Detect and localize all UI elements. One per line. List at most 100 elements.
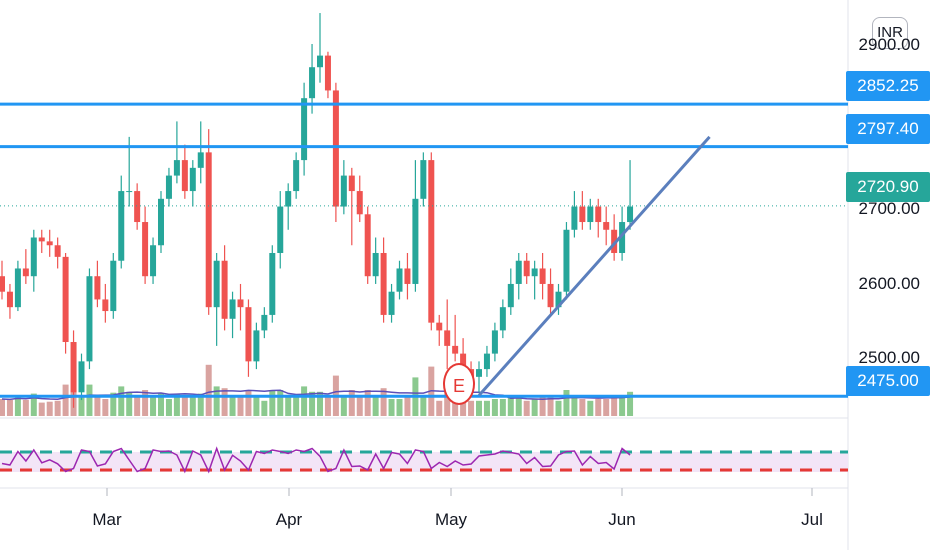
candle-body [364, 214, 371, 277]
time-axis-label: May [434, 510, 468, 529]
volume-bar [205, 364, 212, 416]
volume-bar [356, 397, 363, 416]
candle-body [221, 260, 228, 319]
candle-body [173, 160, 180, 176]
time-axis-label: Apr [275, 510, 303, 529]
volume-bar [571, 397, 578, 416]
candle-body [6, 291, 13, 308]
candle-body [54, 245, 61, 257]
volume-bar [173, 393, 180, 416]
volume-bar [245, 390, 252, 416]
candle-body [460, 353, 467, 370]
candle-body [245, 307, 252, 362]
last-price-tag: 2720.90 [846, 172, 930, 202]
candle-body [22, 268, 29, 277]
candle-body [253, 330, 260, 362]
volume-bar [531, 399, 538, 416]
volume-bar [285, 397, 292, 416]
candle-body [293, 160, 300, 192]
candle-body [348, 175, 355, 192]
volume-bar [78, 397, 85, 416]
candle-body [317, 55, 323, 68]
volume-bar [468, 400, 475, 416]
candle-body [78, 361, 85, 393]
candle-body [14, 268, 21, 308]
volume-bar [515, 397, 522, 416]
candle-body [285, 191, 292, 207]
price-scale-label: 2700.00 [858, 199, 920, 218]
candle-body [436, 322, 443, 331]
volume-bar [317, 391, 323, 416]
hline-price-tag[interactable]: 2852.25 [846, 71, 930, 101]
currency-badge[interactable]: INR [872, 17, 908, 49]
volume-bar [110, 392, 117, 416]
volume-bar [499, 399, 506, 416]
volume-bar [46, 401, 53, 416]
candle-body [491, 330, 498, 354]
volume-bar [380, 388, 387, 416]
candle-body [301, 98, 308, 161]
candle-body [62, 256, 69, 343]
earnings-event-badge[interactable]: E [443, 363, 475, 405]
candle-body [372, 252, 379, 277]
oscillator-line [1, 446, 631, 474]
candle-body [197, 152, 204, 168]
volume-bar [539, 397, 546, 416]
price-scale-label: 2500.00 [858, 348, 920, 367]
candle-body [134, 191, 141, 223]
candle-body [547, 283, 554, 308]
hline-price-tag[interactable]: 2797.40 [846, 114, 930, 144]
volume-bar [277, 390, 284, 416]
volume-bar [142, 390, 149, 416]
volume-bar [229, 397, 236, 416]
volume-bar [444, 391, 451, 416]
candle-body [0, 276, 5, 292]
volume-bar [134, 397, 141, 416]
volume-bar [619, 395, 626, 416]
volume-bar [396, 399, 403, 416]
volume-bar [460, 395, 467, 416]
candle-body [356, 191, 363, 215]
candle-body [579, 206, 586, 223]
volume-bar [293, 397, 300, 416]
volume-bar [547, 397, 554, 416]
candle-body [86, 276, 93, 362]
volume-bar [38, 402, 45, 416]
candle-body [165, 175, 172, 199]
candle-body [213, 260, 220, 308]
candle-body [150, 245, 157, 277]
volume-bar [14, 396, 21, 416]
volume-bar [388, 399, 395, 416]
volume-bar [436, 400, 443, 416]
volume-bar [324, 397, 331, 416]
volume-bar [364, 390, 371, 416]
candle-body [595, 206, 602, 223]
volume-bar [491, 399, 498, 416]
candle-body [102, 299, 109, 312]
volume-bar [62, 384, 69, 416]
volume-bar [181, 395, 188, 416]
candle-body [563, 229, 570, 292]
volume-bar [253, 397, 260, 416]
candle-body [309, 67, 316, 99]
candle-body [38, 237, 45, 242]
volume-bar [118, 386, 125, 416]
volume-bar [603, 399, 610, 416]
oscillator-band [0, 452, 848, 472]
volume-bar [86, 384, 93, 416]
candle-body [412, 198, 419, 284]
volume-bar [507, 397, 514, 416]
candle-body [229, 299, 236, 319]
candle-body [587, 206, 594, 223]
candle-body [142, 222, 149, 277]
candle-body [126, 191, 133, 193]
candle-body [118, 191, 125, 261]
candle-body [483, 353, 490, 370]
volume-bar [102, 399, 109, 416]
candle-body [420, 160, 427, 199]
hline-price-tag[interactable]: 2475.00 [846, 366, 930, 396]
candle-body [388, 291, 395, 315]
candle-body [94, 276, 101, 300]
